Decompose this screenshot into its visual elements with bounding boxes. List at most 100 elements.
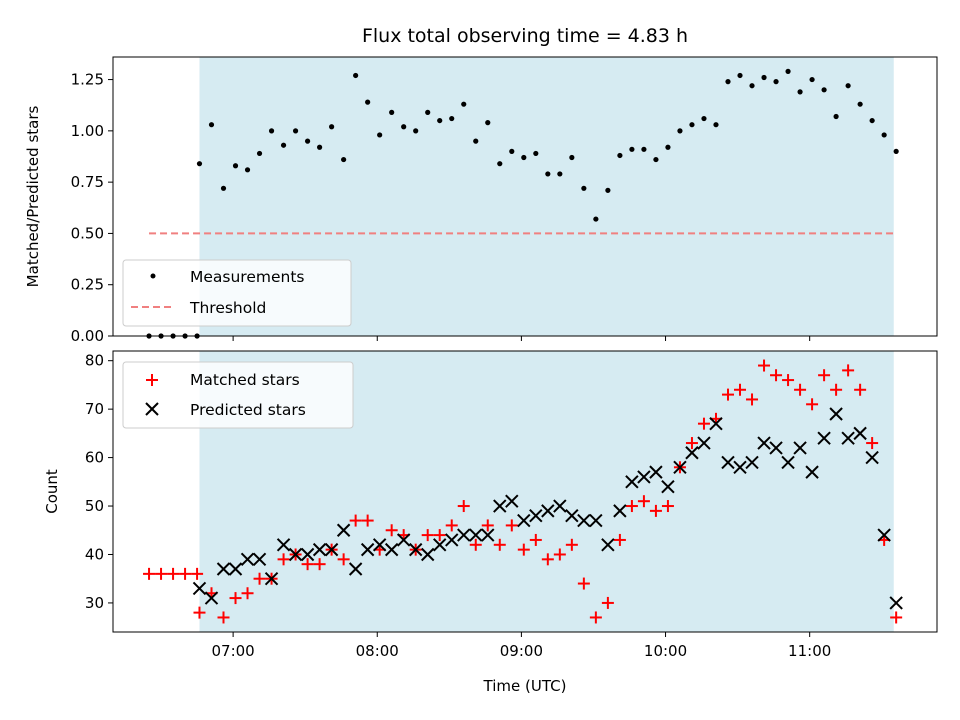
predicted-star-point [553, 499, 567, 513]
measurement-point [220, 185, 227, 191]
matched-star-point [601, 596, 614, 609]
matched-star-point [770, 369, 783, 382]
count-x-tick-label: 09:00 [500, 642, 543, 660]
measurement-point [292, 128, 299, 134]
measurement-point [533, 150, 539, 157]
measurement-point [437, 117, 443, 124]
matched-star-point [649, 504, 662, 517]
matched-star-point [191, 567, 204, 580]
measurement-point [581, 185, 587, 191]
count-x-tick-label: 08:00 [356, 642, 399, 660]
predicted-star-point [348, 562, 363, 576]
measurement-point [593, 216, 599, 222]
matched-star-point [782, 374, 795, 387]
predicted-star-point [625, 475, 639, 489]
matched-star-point [217, 611, 230, 624]
measurement-point [809, 76, 815, 83]
matched-star-point [193, 606, 206, 619]
predicted-star-point [529, 509, 543, 523]
measurement-point [329, 124, 335, 130]
matched-stars-series [143, 359, 903, 624]
predicted-star-point [697, 436, 711, 450]
predicted-star-point [733, 460, 747, 474]
predicted-star-point [228, 562, 243, 576]
matched-star-point [481, 519, 494, 532]
matched-star-point [445, 519, 458, 532]
matched-star-point [565, 538, 578, 551]
predicted-star-point [433, 538, 447, 552]
matched-star-point [577, 577, 590, 590]
predicted-star-point [276, 538, 291, 552]
predicted-star-point [829, 407, 843, 421]
predicted-star-point [300, 547, 315, 562]
count-y-tick-label: 60 [85, 449, 104, 467]
ratio-y-axis: 0.00 0.25 0.50 0.75 1.00 1.25 [71, 71, 113, 345]
measurement-point [425, 109, 431, 115]
predicted-star-point [817, 431, 831, 445]
predicted-star-point [877, 528, 891, 542]
measurement-point [557, 171, 563, 177]
ratio-y-tick-label: 1.25 [71, 71, 104, 89]
count-panel-frame [112, 350, 938, 633]
predicted-star-point [637, 470, 651, 484]
predicted-star-point [396, 533, 411, 547]
measurement-point [641, 146, 647, 152]
predicted-star-point [853, 426, 867, 441]
matched-star-point [637, 495, 650, 508]
measurement-point [461, 101, 467, 107]
matched-star-point [179, 567, 192, 580]
legend-label-threshold: Threshold [189, 299, 266, 317]
matched-star-point [167, 567, 180, 580]
measurement-point [401, 124, 407, 130]
count-x-tick-label: 07:00 [211, 642, 254, 660]
legend-label-matched-stars: Matched stars [190, 371, 300, 389]
predicted-star-point [384, 542, 399, 557]
measurement-point [737, 72, 743, 79]
matched-star-point [758, 359, 771, 372]
matched-star-point [143, 567, 156, 580]
measurement-point [413, 128, 419, 134]
matched-star-point [661, 500, 674, 513]
matched-star-point [685, 437, 698, 450]
predicted-star-point [841, 431, 855, 445]
measurement-point [797, 89, 803, 95]
measurement-point [833, 113, 839, 120]
measurement-point [485, 120, 491, 126]
ratio-y-tick-label: 0.50 [71, 224, 104, 242]
measurement-point [869, 117, 875, 124]
predicted-star-point [601, 538, 615, 552]
predicted-star-point [505, 494, 519, 508]
measurement-point [617, 152, 623, 159]
predicted-star-point [673, 460, 687, 474]
ratio-panel: 0.00 0.25 0.50 0.75 1.00 1.25 Flux total obse… [24, 25, 938, 345]
matched-star-point [361, 514, 374, 527]
predicted-star-point [565, 509, 579, 523]
matched-star-point [541, 553, 554, 566]
predicted-star-point [517, 513, 531, 528]
predicted-star-point [889, 596, 903, 610]
measurement-point [521, 154, 527, 161]
count-y-tick-label: 70 [85, 400, 104, 418]
matched-star-point [433, 529, 446, 542]
predicted-star-point [769, 441, 783, 455]
matched-star-point [794, 383, 807, 396]
predicted-star-point [589, 513, 603, 528]
measurement-point [256, 150, 263, 157]
measurement-point [689, 122, 695, 128]
count-y-axis-label: Count [43, 469, 61, 514]
matched-star-point [313, 558, 326, 571]
matched-star-point [806, 398, 819, 411]
matched-star-point [890, 611, 903, 624]
matched-star-point [457, 500, 470, 513]
ratio-y-tick-label: 0.00 [71, 327, 104, 345]
measurement-point [268, 128, 275, 134]
matched-star-point [613, 533, 626, 546]
ratio-legend: Measurements Threshold [122, 259, 352, 327]
ratio-x-axis [232, 336, 811, 341]
matched-star-point [854, 383, 867, 396]
measurement-point [857, 101, 863, 107]
measurement-point [629, 146, 635, 152]
measurement-point [665, 144, 671, 150]
measurement-point [821, 87, 827, 93]
matched-star-point [842, 364, 855, 377]
